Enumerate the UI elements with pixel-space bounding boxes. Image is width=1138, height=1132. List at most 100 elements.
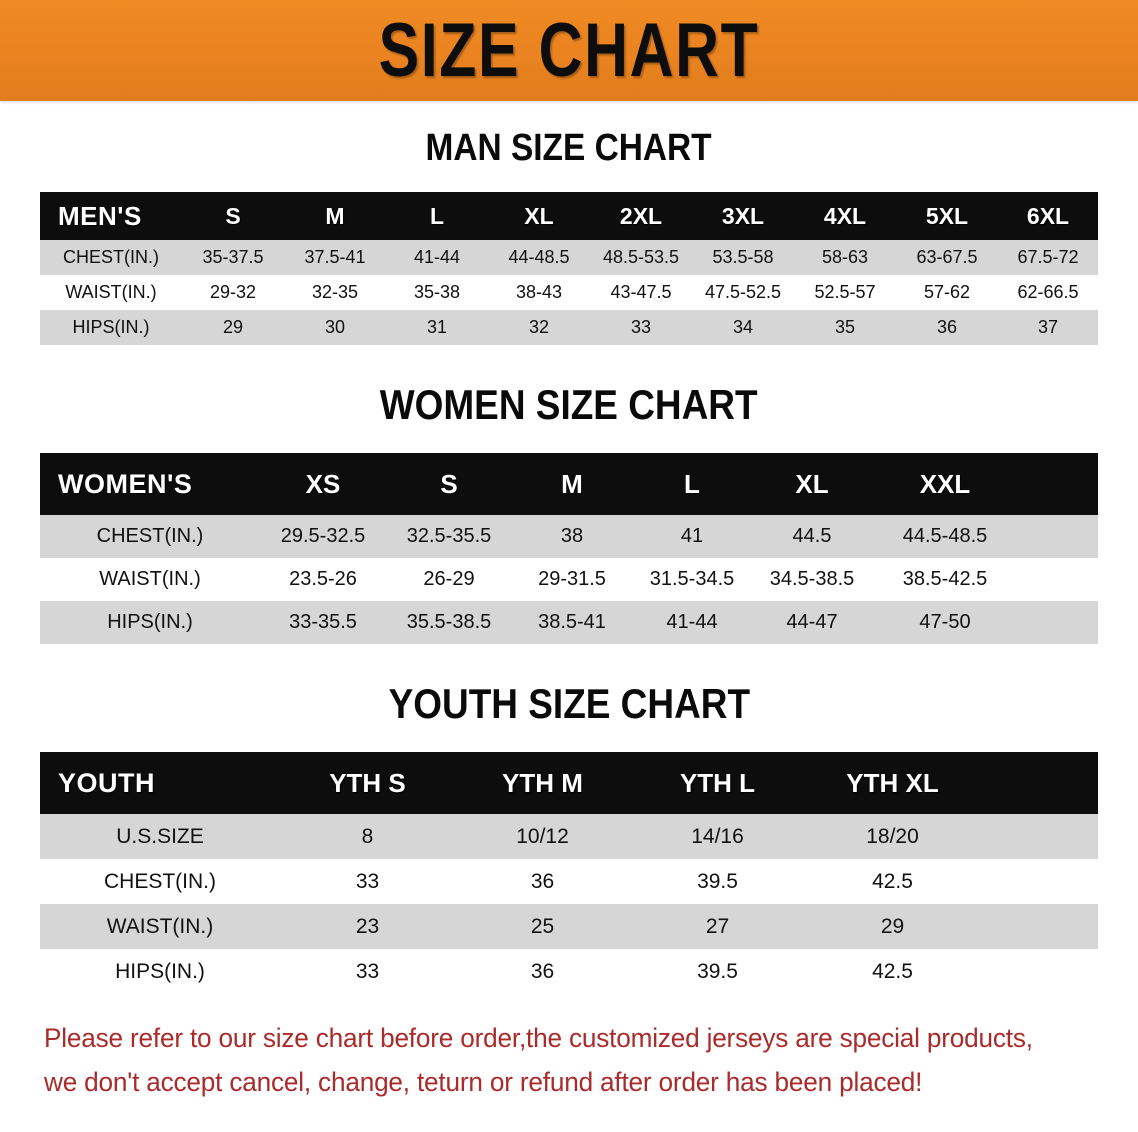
women-waist-xxl: 38.5-42.5 xyxy=(902,568,988,590)
youth-col-yth-xl: YTH XL xyxy=(846,767,939,798)
men-waist-6xl: 62-66.5 xyxy=(1017,282,1079,302)
men-row-label-hips: HIPS(IN.) xyxy=(72,317,150,337)
women-waist-l: 31.5-34.5 xyxy=(649,568,735,590)
youth-chest-xl: 42.5 xyxy=(872,869,913,893)
men-waist-xl: 38-43 xyxy=(515,282,563,302)
youth-col-spacer xyxy=(980,752,1098,814)
women-hips-xl: 44-47 xyxy=(786,611,838,633)
women-hips-m: 38.5-41 xyxy=(538,611,606,633)
youth-table-wrap: YOUTH YTH S YTH M YTH L YTH XL U.S.SIZE … xyxy=(0,752,1138,994)
men-waist-s: 29-32 xyxy=(209,282,257,302)
men-chest-3xl: 53.5-58 xyxy=(712,247,774,267)
women-hips-xxl: 47-50 xyxy=(919,611,971,633)
women-row-label-waist: WAIST(IN.) xyxy=(99,568,201,590)
women-chest-xxl: 44.5-48.5 xyxy=(902,525,988,547)
men-waist-4xl: 52.5-57 xyxy=(814,282,876,302)
section-title-youth: YOUTH SIZE CHART xyxy=(0,680,1138,728)
youth-waist-xl: 29 xyxy=(880,914,905,938)
youth-waist-spacer xyxy=(980,904,1098,949)
youth-waist-l: 27 xyxy=(705,914,730,938)
men-col-xl: XL xyxy=(524,202,554,229)
table-row: CHEST(IN.) 29.5-32.5 32.5-35.5 38 41 44.… xyxy=(40,515,1098,558)
table-row: WAIST(IN.) 23 25 27 29 xyxy=(40,904,1098,949)
men-chest-6xl: 67.5-72 xyxy=(1017,247,1079,267)
men-col-3xl: 3XL xyxy=(721,202,765,229)
women-waist-s: 26-29 xyxy=(423,568,475,590)
table-row: HIPS(IN.) 33 36 39.5 42.5 xyxy=(40,949,1098,994)
men-hips-l: 31 xyxy=(426,317,448,337)
men-col-l: L xyxy=(429,202,445,229)
table-row: WAIST(IN.) 29-32 32-35 35-38 38-43 43-47… xyxy=(40,275,1098,310)
men-waist-l: 35-38 xyxy=(413,282,461,302)
women-waist-spacer xyxy=(1018,558,1098,601)
women-row-label-hips: HIPS(IN.) xyxy=(107,611,193,633)
men-waist-5xl: 57-62 xyxy=(923,282,971,302)
table-row: U.S.SIZE 8 10/12 14/16 18/20 xyxy=(40,814,1098,859)
women-hips-xs: 33-35.5 xyxy=(289,611,357,633)
youth-row-label-us-size: U.S.SIZE xyxy=(116,824,204,848)
women-col-spacer xyxy=(1018,453,1098,515)
women-row-label-chest: CHEST(IN.) xyxy=(96,525,204,547)
youth-hips-l: 39.5 xyxy=(697,959,738,983)
youth-table-head: YOUTH YTH S YTH M YTH L YTH XL xyxy=(40,752,1098,814)
women-hips-l: 41-44 xyxy=(666,611,718,633)
youth-chest-l: 39.5 xyxy=(697,869,738,893)
youth-row-label-chest: CHEST(IN.) xyxy=(104,869,216,893)
women-chest-l: 41 xyxy=(680,525,704,547)
men-col-m: M xyxy=(325,202,345,229)
table-row: HIPS(IN.) 33-35.5 35.5-38.5 38.5-41 41-4… xyxy=(40,601,1098,644)
men-col-2xl: 2XL xyxy=(619,202,663,229)
order-policy-note: Please refer to our size chart before or… xyxy=(44,1016,1094,1104)
youth-chest-spacer xyxy=(980,859,1098,904)
men-waist-m: 32-35 xyxy=(311,282,359,302)
youth-col-yth-m: YTH M xyxy=(502,767,583,798)
youth-ussize-l: 14/16 xyxy=(691,824,744,848)
women-table-body: CHEST(IN.) 29.5-32.5 32.5-35.5 38 41 44.… xyxy=(40,515,1098,644)
women-waist-m: 29-31.5 xyxy=(538,568,606,590)
women-corner-label: WOMEN'S xyxy=(58,468,193,499)
women-hips-spacer xyxy=(1018,601,1098,644)
men-chest-l: 41-44 xyxy=(413,247,461,267)
men-table-head: MEN'S S M L XL 2XL 3XL 4XL 5XL 6XL xyxy=(40,192,1098,240)
men-size-table: MEN'S S M L XL 2XL 3XL 4XL 5XL 6XL CHEST… xyxy=(40,192,1098,345)
men-chest-m: 37.5-41 xyxy=(304,247,366,267)
men-chest-s: 35-37.5 xyxy=(202,247,264,267)
men-hips-3xl: 34 xyxy=(732,317,754,337)
youth-ussize-xl: 18/20 xyxy=(866,824,919,848)
men-table-body: CHEST(IN.) 35-37.5 37.5-41 41-44 44-48.5… xyxy=(40,240,1098,345)
women-header-row: WOMEN'S XS S M L XL XXL xyxy=(40,453,1098,515)
women-col-l: L xyxy=(684,468,700,499)
section-title-man: MAN SIZE CHART xyxy=(0,127,1138,170)
youth-hips-s: 33 xyxy=(355,959,380,983)
women-size-table: WOMEN'S XS S M L XL XXL CHEST(IN.) 29.5-… xyxy=(40,453,1098,644)
men-table-wrap: MEN'S S M L XL 2XL 3XL 4XL 5XL 6XL CHEST… xyxy=(0,192,1138,345)
women-chest-s: 32.5-35.5 xyxy=(406,525,492,547)
women-col-xl: XL xyxy=(795,468,829,499)
note-line-2: we don't accept cancel, change, teturn o… xyxy=(44,1067,923,1097)
table-row: HIPS(IN.) 29 30 31 32 33 34 35 36 37 xyxy=(40,310,1098,345)
youth-waist-m: 25 xyxy=(530,914,555,938)
youth-header-row: YOUTH YTH S YTH M YTH L YTH XL xyxy=(40,752,1098,814)
page-banner: SIZE CHART xyxy=(0,0,1138,101)
men-header-row: MEN'S S M L XL 2XL 3XL 4XL 5XL 6XL xyxy=(40,192,1098,240)
women-table-wrap: WOMEN'S XS S M L XL XXL CHEST(IN.) 29.5-… xyxy=(0,453,1138,644)
youth-col-yth-s: YTH S xyxy=(329,767,406,798)
table-row: CHEST(IN.) 35-37.5 37.5-41 41-44 44-48.5… xyxy=(40,240,1098,275)
table-row: WAIST(IN.) 23.5-26 26-29 29-31.5 31.5-34… xyxy=(40,558,1098,601)
men-chest-5xl: 63-67.5 xyxy=(916,247,978,267)
youth-chest-m: 36 xyxy=(530,869,555,893)
men-corner-label: MEN'S xyxy=(58,200,142,231)
youth-col-yth-l: YTH L xyxy=(679,767,756,798)
youth-chest-s: 33 xyxy=(355,869,380,893)
women-chest-xl: 44.5 xyxy=(792,525,832,547)
youth-row-label-hips: HIPS(IN.) xyxy=(115,959,205,983)
women-col-s: S xyxy=(440,468,458,499)
men-chest-2xl: 48.5-53.5 xyxy=(602,247,680,267)
women-col-xs: XS xyxy=(305,468,341,499)
youth-hips-spacer xyxy=(980,949,1098,994)
youth-corner-label: YOUTH xyxy=(58,767,155,798)
youth-size-table: YOUTH YTH S YTH M YTH L YTH XL U.S.SIZE … xyxy=(40,752,1098,994)
youth-waist-s: 23 xyxy=(355,914,380,938)
youth-hips-xl: 42.5 xyxy=(872,959,913,983)
